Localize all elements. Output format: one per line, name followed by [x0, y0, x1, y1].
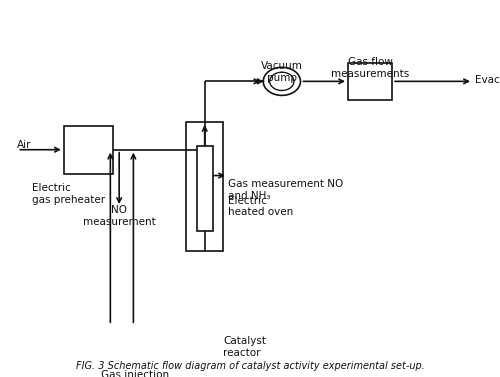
Text: Gas measurement NO
and NH₃: Gas measurement NO and NH₃	[228, 179, 343, 201]
Bar	[64, 126, 113, 174]
Text: Evacuation: Evacuation	[476, 75, 500, 84]
Text: Gas injection
Mass Flow Control
NO    NH₃: Gas injection Mass Flow Control NO NH₃	[100, 369, 195, 377]
Text: Air: Air	[17, 141, 32, 150]
Text: Electric
gas preheater: Electric gas preheater	[32, 183, 105, 205]
Text: Electric
heated oven: Electric heated oven	[228, 196, 293, 218]
Text: NO
measurement: NO measurement	[83, 205, 156, 227]
Bar	[348, 63, 392, 100]
Bar	[186, 122, 223, 251]
Text: FIG. 3 Schematic flow diagram of catalyst activity experimental set-up.: FIG. 3 Schematic flow diagram of catalys…	[76, 362, 424, 371]
Text: Gas flow
measurements: Gas flow measurements	[331, 57, 409, 79]
Bar	[197, 146, 213, 231]
Text: Catalyst
reactor: Catalyst reactor	[223, 336, 266, 358]
Text: Vacuum
pump: Vacuum pump	[261, 61, 303, 83]
